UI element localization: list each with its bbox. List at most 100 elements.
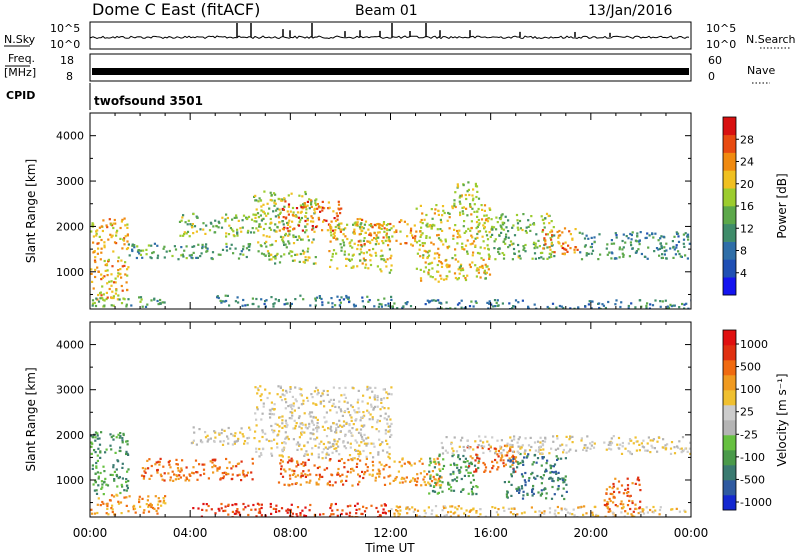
heatmap-cell	[352, 303, 356, 306]
heatmap-cell	[337, 226, 340, 230]
heatmap-cell	[149, 502, 152, 505]
heatmap-cell	[362, 239, 365, 242]
heatmap-cell	[498, 247, 501, 250]
heatmap-cell	[516, 466, 519, 469]
heatmap-cell	[242, 469, 245, 472]
heatmap-cell	[270, 424, 273, 428]
heatmap-cell	[610, 441, 614, 444]
heatmap-cell	[507, 507, 510, 510]
heatmap-cell	[317, 456, 320, 459]
heatmap-cell	[591, 242, 594, 246]
heatmap-cell	[503, 465, 506, 468]
heatmap-cell	[303, 514, 306, 517]
heatmap-cell	[637, 248, 640, 251]
heatmap-cell	[269, 228, 273, 231]
heatmap-cell	[169, 479, 172, 482]
heatmap-cell	[585, 252, 588, 255]
heatmap-cell	[99, 258, 102, 261]
heatmap-cell	[485, 271, 488, 274]
heatmap-cell	[371, 238, 374, 242]
heatmap-cell	[320, 394, 323, 398]
heatmap-cell	[672, 304, 675, 307]
heatmap-cell	[315, 198, 318, 201]
heatmap-cell	[389, 418, 392, 421]
heatmap-cell	[125, 496, 128, 499]
heatmap-cell	[130, 304, 133, 307]
heatmap-cell	[446, 219, 449, 222]
heatmap-cell	[684, 232, 687, 235]
heatmap-cell	[249, 231, 253, 234]
heatmap-cell	[349, 244, 352, 248]
heatmap-cell	[476, 225, 479, 228]
heatmap-cell	[483, 214, 486, 217]
heatmap-cell	[253, 231, 256, 234]
heatmap-cell	[335, 447, 338, 450]
heatmap-cell	[525, 226, 528, 229]
heatmap-cell	[448, 227, 451, 230]
heatmap-cell	[94, 451, 97, 454]
heatmap-cell	[355, 441, 359, 444]
heatmap-cell	[167, 472, 170, 475]
heatmap-cell	[513, 507, 516, 510]
heatmap-cell	[486, 265, 489, 268]
colorbar-segment	[723, 420, 736, 436]
heatmap-cell	[228, 224, 231, 227]
heatmap-cell	[164, 502, 167, 505]
heatmap-cell	[453, 204, 456, 207]
heatmap-cell	[484, 277, 487, 280]
heatmap-cell	[351, 405, 354, 409]
heatmap-cell	[437, 256, 440, 259]
heatmap-cell	[376, 231, 380, 234]
heatmap-cell	[537, 450, 540, 453]
heatmap-cell	[282, 223, 285, 226]
heatmap-cell	[456, 236, 459, 239]
heatmap-cell	[117, 502, 121, 505]
heatmap-cell	[654, 232, 657, 235]
heatmap-cell	[439, 480, 442, 483]
heatmap-cell	[504, 454, 507, 457]
heatmap-cell	[426, 222, 429, 225]
heatmap-cell	[350, 404, 353, 407]
heatmap-cell	[302, 399, 305, 402]
heatmap-cell	[248, 249, 251, 252]
heatmap-cell	[385, 232, 388, 235]
heatmap-cell	[310, 205, 313, 208]
heatmap-cell	[584, 305, 587, 308]
heatmap-cell	[361, 512, 364, 516]
heatmap-cell	[116, 298, 119, 301]
heatmap-cell	[549, 237, 552, 240]
heatmap-cell	[91, 224, 94, 227]
heatmap-cell	[459, 194, 462, 197]
heatmap-cell	[334, 304, 337, 307]
heatmap-cell	[397, 512, 400, 515]
heatmap-cell	[493, 240, 496, 243]
heatmap-cell	[304, 453, 307, 456]
heatmap-cell	[434, 462, 437, 465]
heatmap-cell	[369, 259, 372, 262]
heatmap-cell	[348, 511, 352, 514]
heatmap-cell	[288, 417, 291, 420]
heatmap-cell	[639, 299, 642, 302]
heatmap-cell	[567, 450, 571, 453]
heatmap-cell	[553, 463, 557, 466]
heatmap-cell	[369, 413, 372, 416]
heatmap-cell	[357, 473, 360, 476]
heatmap-cell	[305, 450, 308, 453]
heatmap-cell	[483, 463, 486, 466]
heatmap-cell	[467, 515, 470, 517]
heatmap-cell	[511, 444, 514, 447]
heatmap-cell	[218, 466, 221, 469]
heatmap-cell	[659, 305, 662, 308]
heatmap-cell	[242, 245, 245, 248]
heatmap-cell	[319, 400, 322, 403]
heatmap-cell	[506, 491, 509, 494]
heatmap-cell	[388, 452, 391, 456]
heatmap-cell	[307, 469, 310, 472]
heatmap-cell	[296, 253, 299, 256]
heatmap-cell	[274, 215, 277, 218]
heatmap-cell	[479, 513, 482, 516]
heatmap-cell	[96, 459, 99, 462]
heatmap-cell	[261, 429, 264, 432]
heatmap-cell	[270, 194, 273, 197]
heatmap-cell	[208, 229, 212, 232]
